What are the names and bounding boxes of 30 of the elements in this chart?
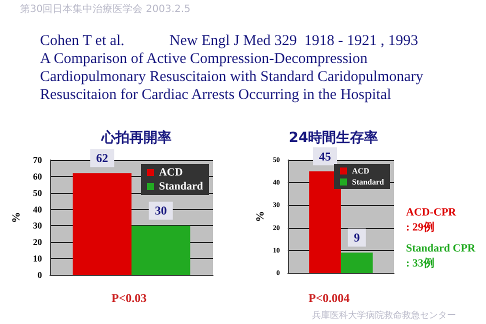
chart-title: 心拍再開率 xyxy=(100,129,172,146)
y-tick-label: 60 xyxy=(33,171,42,182)
y-tick-label: 10 xyxy=(33,254,42,264)
data-label: 9 xyxy=(354,230,360,245)
text: Cohen T et al. New Engl J Med 329 1918 - 1921 , 1993 xyxy=(40,32,420,50)
text: 第30回日本集中治療医学会 2003.2.5 xyxy=(20,2,190,16)
y-tick-label: 0 xyxy=(38,270,42,280)
text: P<0.004 xyxy=(308,291,350,305)
y-tick-label: 20 xyxy=(33,237,42,248)
legend-label: Standard xyxy=(158,180,204,192)
text: A Comparison of Active Compression-Decompression xyxy=(40,50,368,68)
text: Resuscitaion for Cardiac Arrests Occurring in the Hospital xyxy=(40,86,392,104)
y-axis-title: % xyxy=(254,211,266,222)
y-tick-label: 30 xyxy=(33,220,42,231)
text: Standard CPR : 33例 xyxy=(406,242,476,270)
legend-label: ACD xyxy=(352,166,370,176)
text: Cardiopulmonary Resuscitaion with Standard Caridopulmonary xyxy=(40,68,424,86)
chart-title: 24時間生存率 xyxy=(288,129,378,146)
data-label: 45 xyxy=(319,149,332,164)
y-tick-label: 70 xyxy=(33,155,42,165)
y-tick-label: 40 xyxy=(33,204,42,214)
y-axis-title: % xyxy=(10,212,23,223)
data-label: 30 xyxy=(154,204,167,218)
text: ACD-CPR : 29例 xyxy=(406,206,458,234)
data-label: 62 xyxy=(96,151,108,166)
text: P<0.03 xyxy=(112,291,147,305)
y-tick-label: 50 xyxy=(33,188,42,198)
legend-label: ACD xyxy=(158,166,183,178)
text: 兵庫医科大学病院救命救急センター xyxy=(312,310,456,322)
legend-label: Standard xyxy=(352,178,385,186)
